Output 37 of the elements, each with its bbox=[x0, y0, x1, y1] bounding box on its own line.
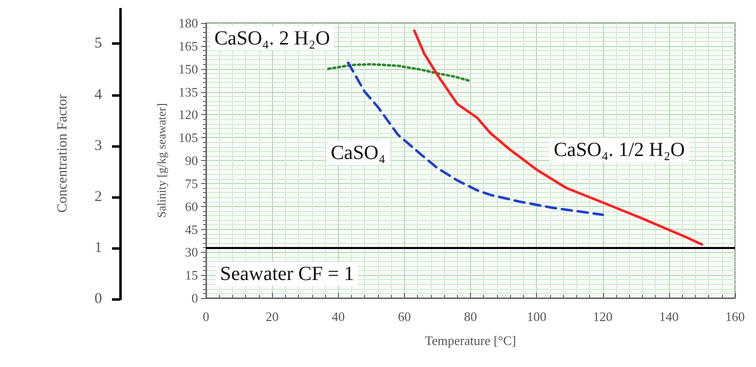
y-tick-label: 105 bbox=[178, 130, 198, 146]
y2-tick-label: 5 bbox=[94, 36, 102, 52]
x-tick-label: 80 bbox=[464, 309, 477, 324]
x-tick-label: 20 bbox=[266, 309, 279, 324]
x-tick-label: 140 bbox=[659, 309, 679, 324]
y2-tick-label: 0 bbox=[94, 291, 102, 307]
y-tick-label: 90 bbox=[185, 153, 198, 168]
y2-tick-label: 4 bbox=[94, 86, 102, 103]
x-tick-label: 60 bbox=[398, 309, 411, 324]
line-series bbox=[413, 29, 704, 246]
y-tick-label: 0 bbox=[192, 290, 198, 306]
x-axis-title: Temperature [°C] bbox=[424, 333, 516, 348]
series-label: CaSO₄ bbox=[330, 142, 386, 164]
y-tick-label: 180 bbox=[178, 16, 198, 30]
y-tick-label: 135 bbox=[178, 84, 198, 100]
y2-axis-title: Concentration Factor bbox=[56, 94, 70, 213]
y2-tick-label: 1 bbox=[94, 240, 102, 256]
ref-line-label: Seawater CF = 1 bbox=[220, 262, 354, 285]
x-tick-label: 120 bbox=[593, 309, 612, 324]
y-tick-label: 30 bbox=[185, 244, 198, 260]
y-tick-label: 60 bbox=[185, 198, 198, 214]
x-tick-label: 40 bbox=[332, 309, 345, 324]
x-tick-label: 100 bbox=[526, 309, 546, 324]
x-tick-label: 0 bbox=[202, 309, 210, 324]
line-series bbox=[327, 63, 472, 82]
y2-tick-label: 3 bbox=[94, 138, 102, 154]
y-tick-label: 165 bbox=[178, 38, 198, 54]
y-tick-label: 45 bbox=[185, 222, 198, 237]
x-tick-label: 160 bbox=[725, 309, 745, 324]
series-label: CaSO₄. 2 H₂O bbox=[214, 27, 330, 50]
y-axis-title: Salinity [g/kg seawater] bbox=[154, 103, 169, 218]
y-tick-label: 150 bbox=[178, 61, 198, 76]
y-tick-label: 120 bbox=[178, 107, 198, 122]
series-label: CaSO₄. 1/2 H₂O bbox=[554, 138, 685, 161]
y-tick-label: 15 bbox=[185, 268, 198, 283]
y-tick-label: 75 bbox=[185, 176, 198, 191]
y2-tick-label: 2 bbox=[94, 188, 102, 205]
